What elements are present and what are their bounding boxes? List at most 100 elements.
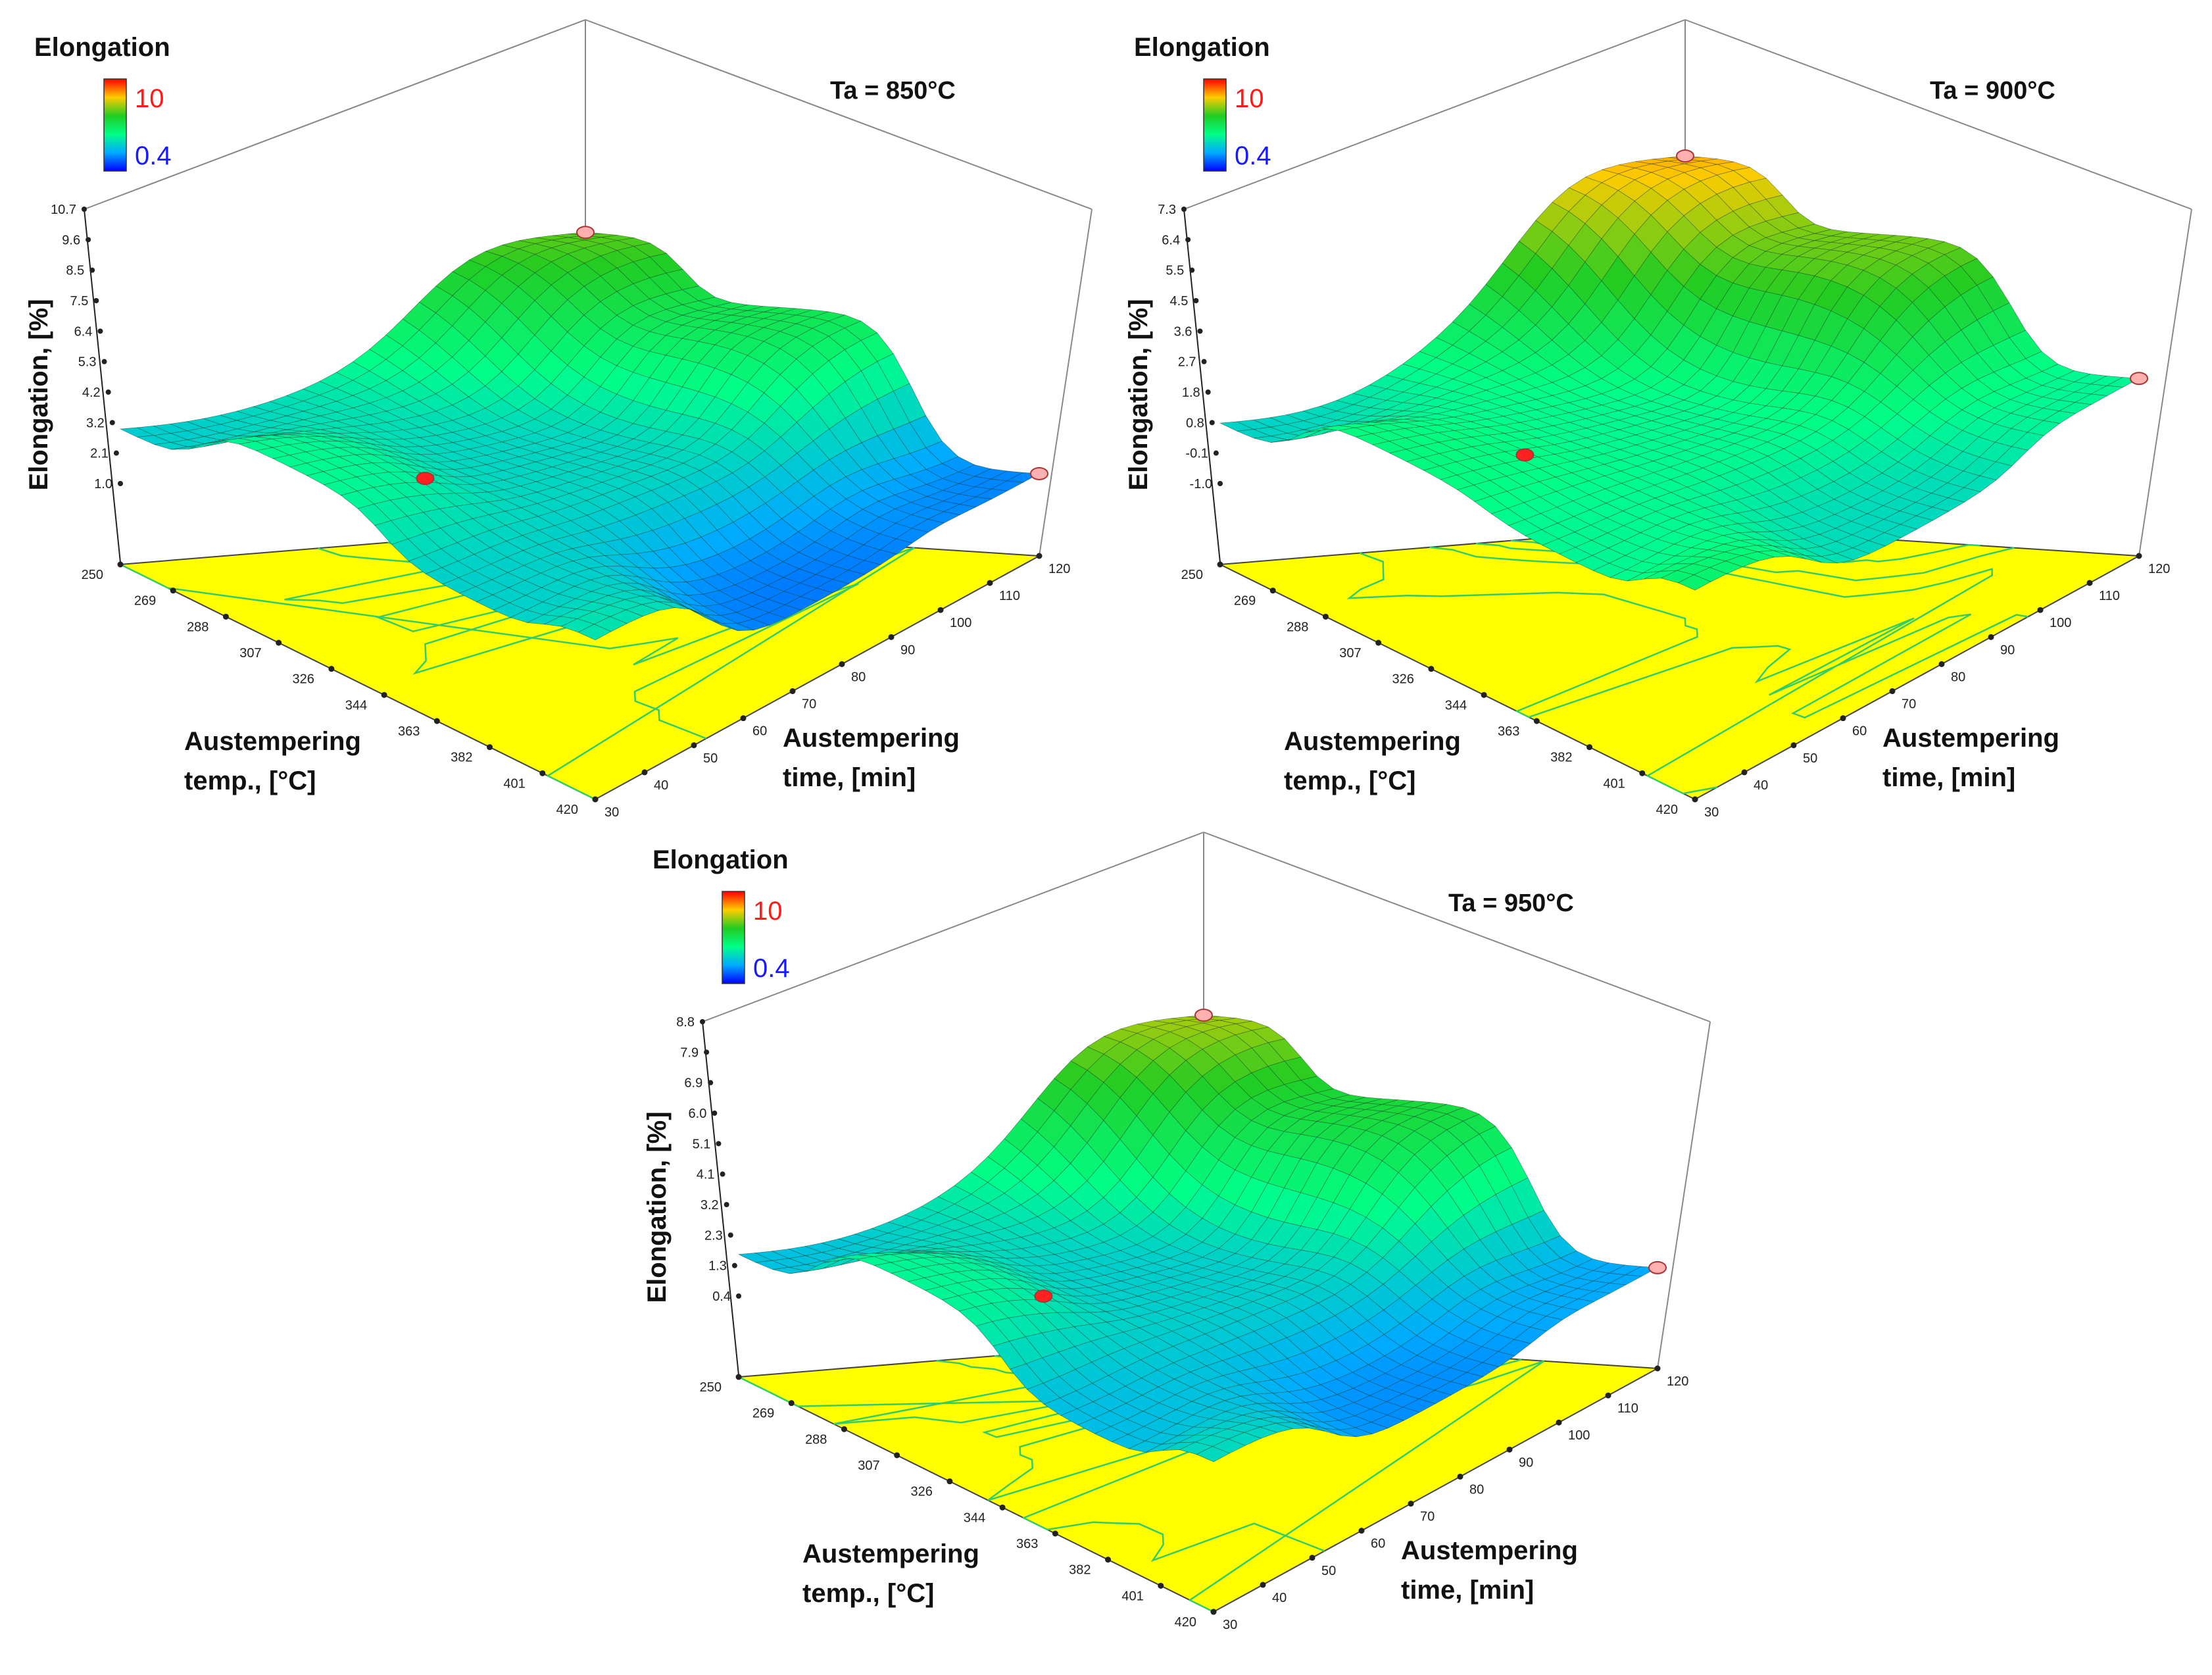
y-tick-label: 90 [1519,1455,1533,1470]
y-tick [1605,1392,1611,1399]
box-right-edge [1039,209,1093,557]
y-tick-label: 40 [654,778,668,793]
z-tick-label: 8.5 [66,264,84,278]
x-tick-label: 288 [187,620,209,634]
response-surface [1219,155,2140,591]
y-tick [1692,796,1698,803]
y-tick [1741,769,1748,776]
x-tick-label: 401 [503,776,525,791]
y-tick [2136,553,2142,559]
box-top-right-edge [585,19,1093,210]
x-axis-title-line2: temp., [°C] [802,1579,934,1608]
z-tick-label: 3.2 [86,416,105,430]
y-tick [1210,1609,1217,1615]
colorbar-max-label: 10 [753,897,783,926]
z-tick [708,1080,714,1086]
y-axis-title-line1: Austempering [1882,724,2059,753]
chart-panel-3: 0.4 1.3 2.3 3.2 4.1 5.1 6.0 6.9 7.9 8.8 Elongation… [643,832,1711,1632]
z-tick-label: 10.7 [51,203,76,217]
z-tick-label: 5.3 [78,355,97,370]
z-tick-label: -1.0 [1190,477,1212,491]
x-tick-label: 326 [1392,672,1414,687]
x-tick-label: 326 [911,1485,933,1499]
box-top-right-edge [1203,832,1711,1022]
design-point [416,472,435,486]
x-axis-title-line1: Austempering [802,1539,979,1568]
x-tick [999,1504,1006,1511]
x-tick-label: 269 [752,1407,774,1421]
y-tick-label: 110 [2099,589,2120,603]
design-point [1030,466,1048,480]
x-tick [1217,561,1223,568]
y-tick-label: 100 [950,616,971,630]
y-tick-label: 90 [2000,643,2015,657]
x-tick [117,561,124,568]
y-tick-label: 60 [752,724,767,739]
y-tick [1840,715,1846,722]
x-tick-label: 307 [1339,646,1361,661]
y-tick-label: 50 [1803,751,1817,766]
x-tick [946,1478,953,1485]
x-tick [1586,744,1593,751]
z-tick-label: 5.5 [1166,264,1184,278]
z-tick [1213,450,1219,456]
y-tick-label: 70 [1902,697,1916,712]
x-tick-label: 250 [700,1380,722,1395]
x-tick [433,718,440,724]
x-tick [487,744,493,751]
x-tick [381,691,387,698]
x-tick-label: 307 [239,646,261,661]
y-tick [740,715,747,722]
z-tick [724,1202,729,1207]
z-tick-label: 6.4 [74,324,93,339]
x-tick-label: 288 [1287,620,1308,634]
z-tick-label: 2.3 [704,1228,723,1243]
colorbar-min-label: 0.4 [135,141,172,170]
x-tick [170,588,176,594]
x-tick [788,1400,795,1407]
box-top-right-edge [1684,19,2192,210]
z-tick-label: 1.0 [94,477,112,491]
design-point [576,226,595,239]
x-tick-label: 269 [134,594,156,609]
surface-facet [1677,574,1711,591]
y-tick [1408,1501,1414,1507]
y-tick-label: 50 [1321,1564,1336,1578]
y-tick-label: 30 [1223,1618,1237,1632]
z-tick-label: 7.9 [680,1045,699,1060]
colorbar [103,78,127,172]
y-tick [1938,661,1945,667]
z-tick [105,389,111,395]
z-tick [1189,267,1195,273]
y-tick [1889,688,1896,695]
x-tick-label: 401 [1603,776,1625,791]
x-tick [1639,770,1646,776]
y-tick [1260,1582,1266,1588]
box-top-left-edge [1183,19,1686,210]
z-tick-label: 6.4 [1162,233,1180,247]
x-tick-label: 420 [1656,803,1678,817]
z-tick [1181,207,1187,212]
design-point [1515,448,1535,462]
box-top-left-edge [84,19,586,210]
colorbar-min-label: 0.4 [1235,141,1271,170]
x-axis-title-line1: Austempering [1284,727,1461,756]
design-point [1676,149,1694,163]
z-tick [731,1262,737,1268]
z-tick [1205,389,1211,395]
z-tick-label: 7.3 [1158,203,1176,217]
x-tick [1322,613,1329,620]
z-tick [716,1141,722,1147]
y-tick-label: 120 [1667,1374,1688,1389]
chart-title: Ta = 900°C [1930,77,2055,105]
y-tick [1654,1365,1661,1372]
z-axis-title: Elongation, [%] [24,299,53,490]
z-tick [1185,237,1191,243]
chart-panel-2: -1.0 -0.1 0.8 1.8 2.7 3.6 4.5 5.5 6.4 7.3 Elongati… [1124,19,2192,820]
x-tick-label: 363 [1016,1537,1038,1551]
x-tick-label: 382 [1069,1563,1091,1578]
colorbar [1203,78,1227,172]
y-tick-label: 110 [1617,1401,1638,1416]
